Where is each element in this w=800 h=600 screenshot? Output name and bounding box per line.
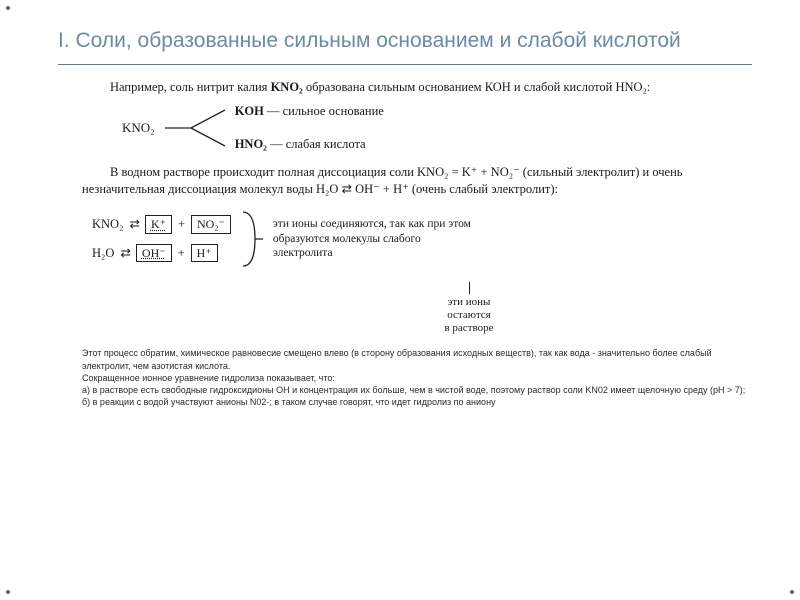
body-content: Например, соль нитрит калия KNO₂ образов… (58, 79, 752, 408)
title-divider (58, 64, 752, 65)
ion-box: NO₂⁻ (191, 215, 231, 233)
bracket-icon (241, 204, 263, 274)
ion-scheme: KNO₂ ⇄ K⁺ + NO₂⁻ H₂O ⇄ OH⁻ + H⁺ эти ионы… (92, 204, 748, 274)
equation-row: H₂O ⇄ OH⁻ + H⁺ (92, 244, 218, 262)
equation-row: KNO₂ ⇄ K⁺ + NO₂⁻ (92, 215, 231, 233)
corner-dot (6, 590, 10, 594)
ion-box: K⁺ (145, 215, 172, 233)
footer-line: Этот процесс обратим, химическое равнове… (82, 347, 748, 371)
scheme-note: эти ионы соединяются, так как при этом о… (273, 217, 473, 260)
branch-item: KOH — сильное основание (235, 103, 384, 120)
branch-formula: KOH (235, 104, 264, 118)
branch-desc: — слабая кислота (267, 137, 366, 151)
dissociation-paragraph: В водном растворе происходит полная дисс… (82, 164, 748, 198)
intro-formula: KNO₂ (271, 80, 303, 94)
ion-box: OH⁻ (136, 244, 172, 262)
corner-dot (6, 6, 10, 10)
plus-sign: + (178, 216, 185, 233)
equilibrium-arrow-icon: ⇄ (129, 216, 138, 233)
intro-prefix: Например, соль нитрит калия (110, 80, 271, 94)
intro-paragraph: Например, соль нитрит калия KNO₂ образов… (82, 79, 748, 96)
footer-line: б) в реакции с водой участвуют анионы N0… (82, 396, 748, 408)
branch-desc: — сильное основание (264, 104, 384, 118)
eq-left: H₂O (92, 245, 114, 262)
eq-left: KNO₂ (92, 216, 123, 233)
corner-dot (790, 590, 794, 594)
footer-line: а) в растворе есть свободные гидроксидио… (82, 384, 748, 396)
branch-lines-icon (161, 102, 231, 154)
footer-text: Этот процесс обратим, химическое равнове… (82, 347, 748, 408)
plus-sign: + (178, 245, 185, 262)
slide: I. Соли, образованные сильным основанием… (0, 0, 800, 432)
footer-line: Сокращенное ионное уравнение гидролиза п… (82, 372, 748, 384)
slide-title: I. Соли, образованные сильным основанием… (58, 28, 752, 54)
bottom-note-text: эти ионы остаются в растворе (444, 296, 493, 336)
equilibrium-arrow-icon: ⇄ (120, 245, 129, 262)
scheme-equations: KNO₂ ⇄ K⁺ + NO₂⁻ H₂O ⇄ OH⁻ + H⁺ (92, 215, 231, 262)
connector-line-icon (469, 282, 470, 294)
branch-diagram: KNO₂ KOH — сильное основание HNO₂ — слаб… (122, 102, 748, 154)
branch-targets: KOH — сильное основание HNO₂ — слабая ки… (235, 103, 384, 153)
ion-box: H⁺ (191, 244, 218, 262)
branch-formula: HNO₂ (235, 137, 267, 151)
branch-source: KNO₂ (122, 119, 157, 137)
scheme-bottom-note: эти ионы остаются в растворе (190, 282, 748, 336)
intro-suffix: образована сильным основанием КОН и слаб… (303, 80, 651, 94)
branch-item: HNO₂ — слабая кислота (235, 136, 384, 153)
